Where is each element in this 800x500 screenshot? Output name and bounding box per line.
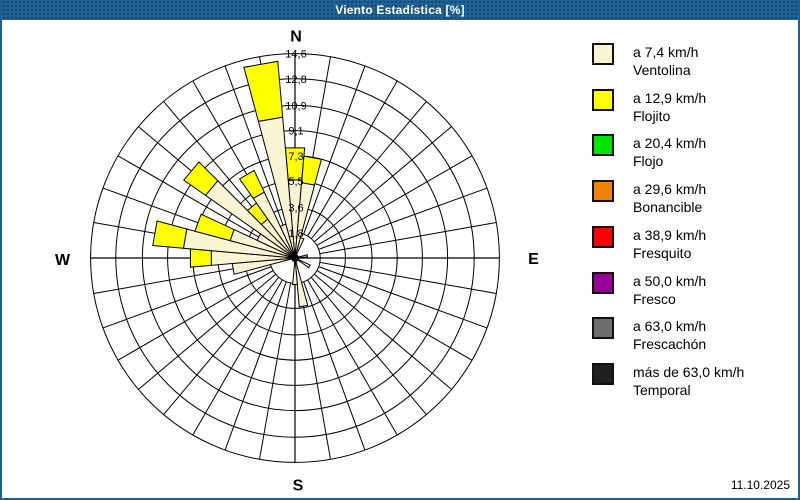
grid-spoke xyxy=(102,266,272,329)
grid-spoke xyxy=(316,155,473,246)
grid-spoke xyxy=(303,281,366,451)
grid-spoke xyxy=(138,273,277,390)
radial-tick-label: 7,3 xyxy=(288,151,303,163)
date-label: 11.10.2025 xyxy=(730,478,790,492)
grid-spoke xyxy=(303,65,366,235)
grid-spoke xyxy=(310,101,427,240)
grid-spoke xyxy=(313,273,452,390)
bar-flojito xyxy=(194,213,235,242)
bar-flojito xyxy=(238,169,265,200)
grid-spoke xyxy=(313,126,452,243)
grid-spoke xyxy=(259,282,292,460)
grid-spoke xyxy=(310,276,427,415)
grid-spoke xyxy=(319,261,497,294)
center-dot xyxy=(291,254,299,262)
bar-flojito xyxy=(152,220,188,249)
grid-spoke xyxy=(319,222,497,255)
grid-spoke xyxy=(318,266,488,329)
radial-tick-label: 3,6 xyxy=(288,203,303,215)
radial-tick-label: 12,8 xyxy=(285,74,306,86)
grid-spoke xyxy=(318,187,488,250)
radial-tick-label: 9,1 xyxy=(288,126,303,138)
compass-label-n: N xyxy=(290,29,302,46)
grid-spoke xyxy=(307,279,398,436)
bar-flojito xyxy=(301,155,323,186)
radial-tick-label: 14,6 xyxy=(285,49,306,61)
grid-spoke xyxy=(307,80,398,237)
radial-tick-label: 5,5 xyxy=(288,176,303,188)
grid-spoke xyxy=(163,276,280,415)
grid-spoke xyxy=(192,279,283,436)
window-title-bar: Viento Estadística [%] xyxy=(2,0,798,20)
radial-tick-label: 1,8 xyxy=(288,228,303,240)
bar-flojito xyxy=(243,60,284,122)
grid-spoke xyxy=(224,281,287,451)
bar-ventolina xyxy=(294,257,311,269)
grid-spoke xyxy=(117,155,274,246)
compass-label-e: E xyxy=(528,251,539,268)
compass-label-w: W xyxy=(55,252,71,269)
grid-spoke xyxy=(224,65,287,235)
grid-spoke xyxy=(298,282,331,460)
bar-ventolina xyxy=(294,237,305,259)
bar-flojito xyxy=(189,248,212,268)
grid-spoke xyxy=(316,270,473,361)
bar-ventolina xyxy=(292,257,298,285)
window-title: Viento Estadística [%] xyxy=(335,3,465,17)
radial-tick-label: 10,9 xyxy=(285,100,306,112)
compass-label-s: S xyxy=(293,477,304,494)
grid-spoke xyxy=(117,270,274,361)
bar-flojito xyxy=(183,161,219,197)
